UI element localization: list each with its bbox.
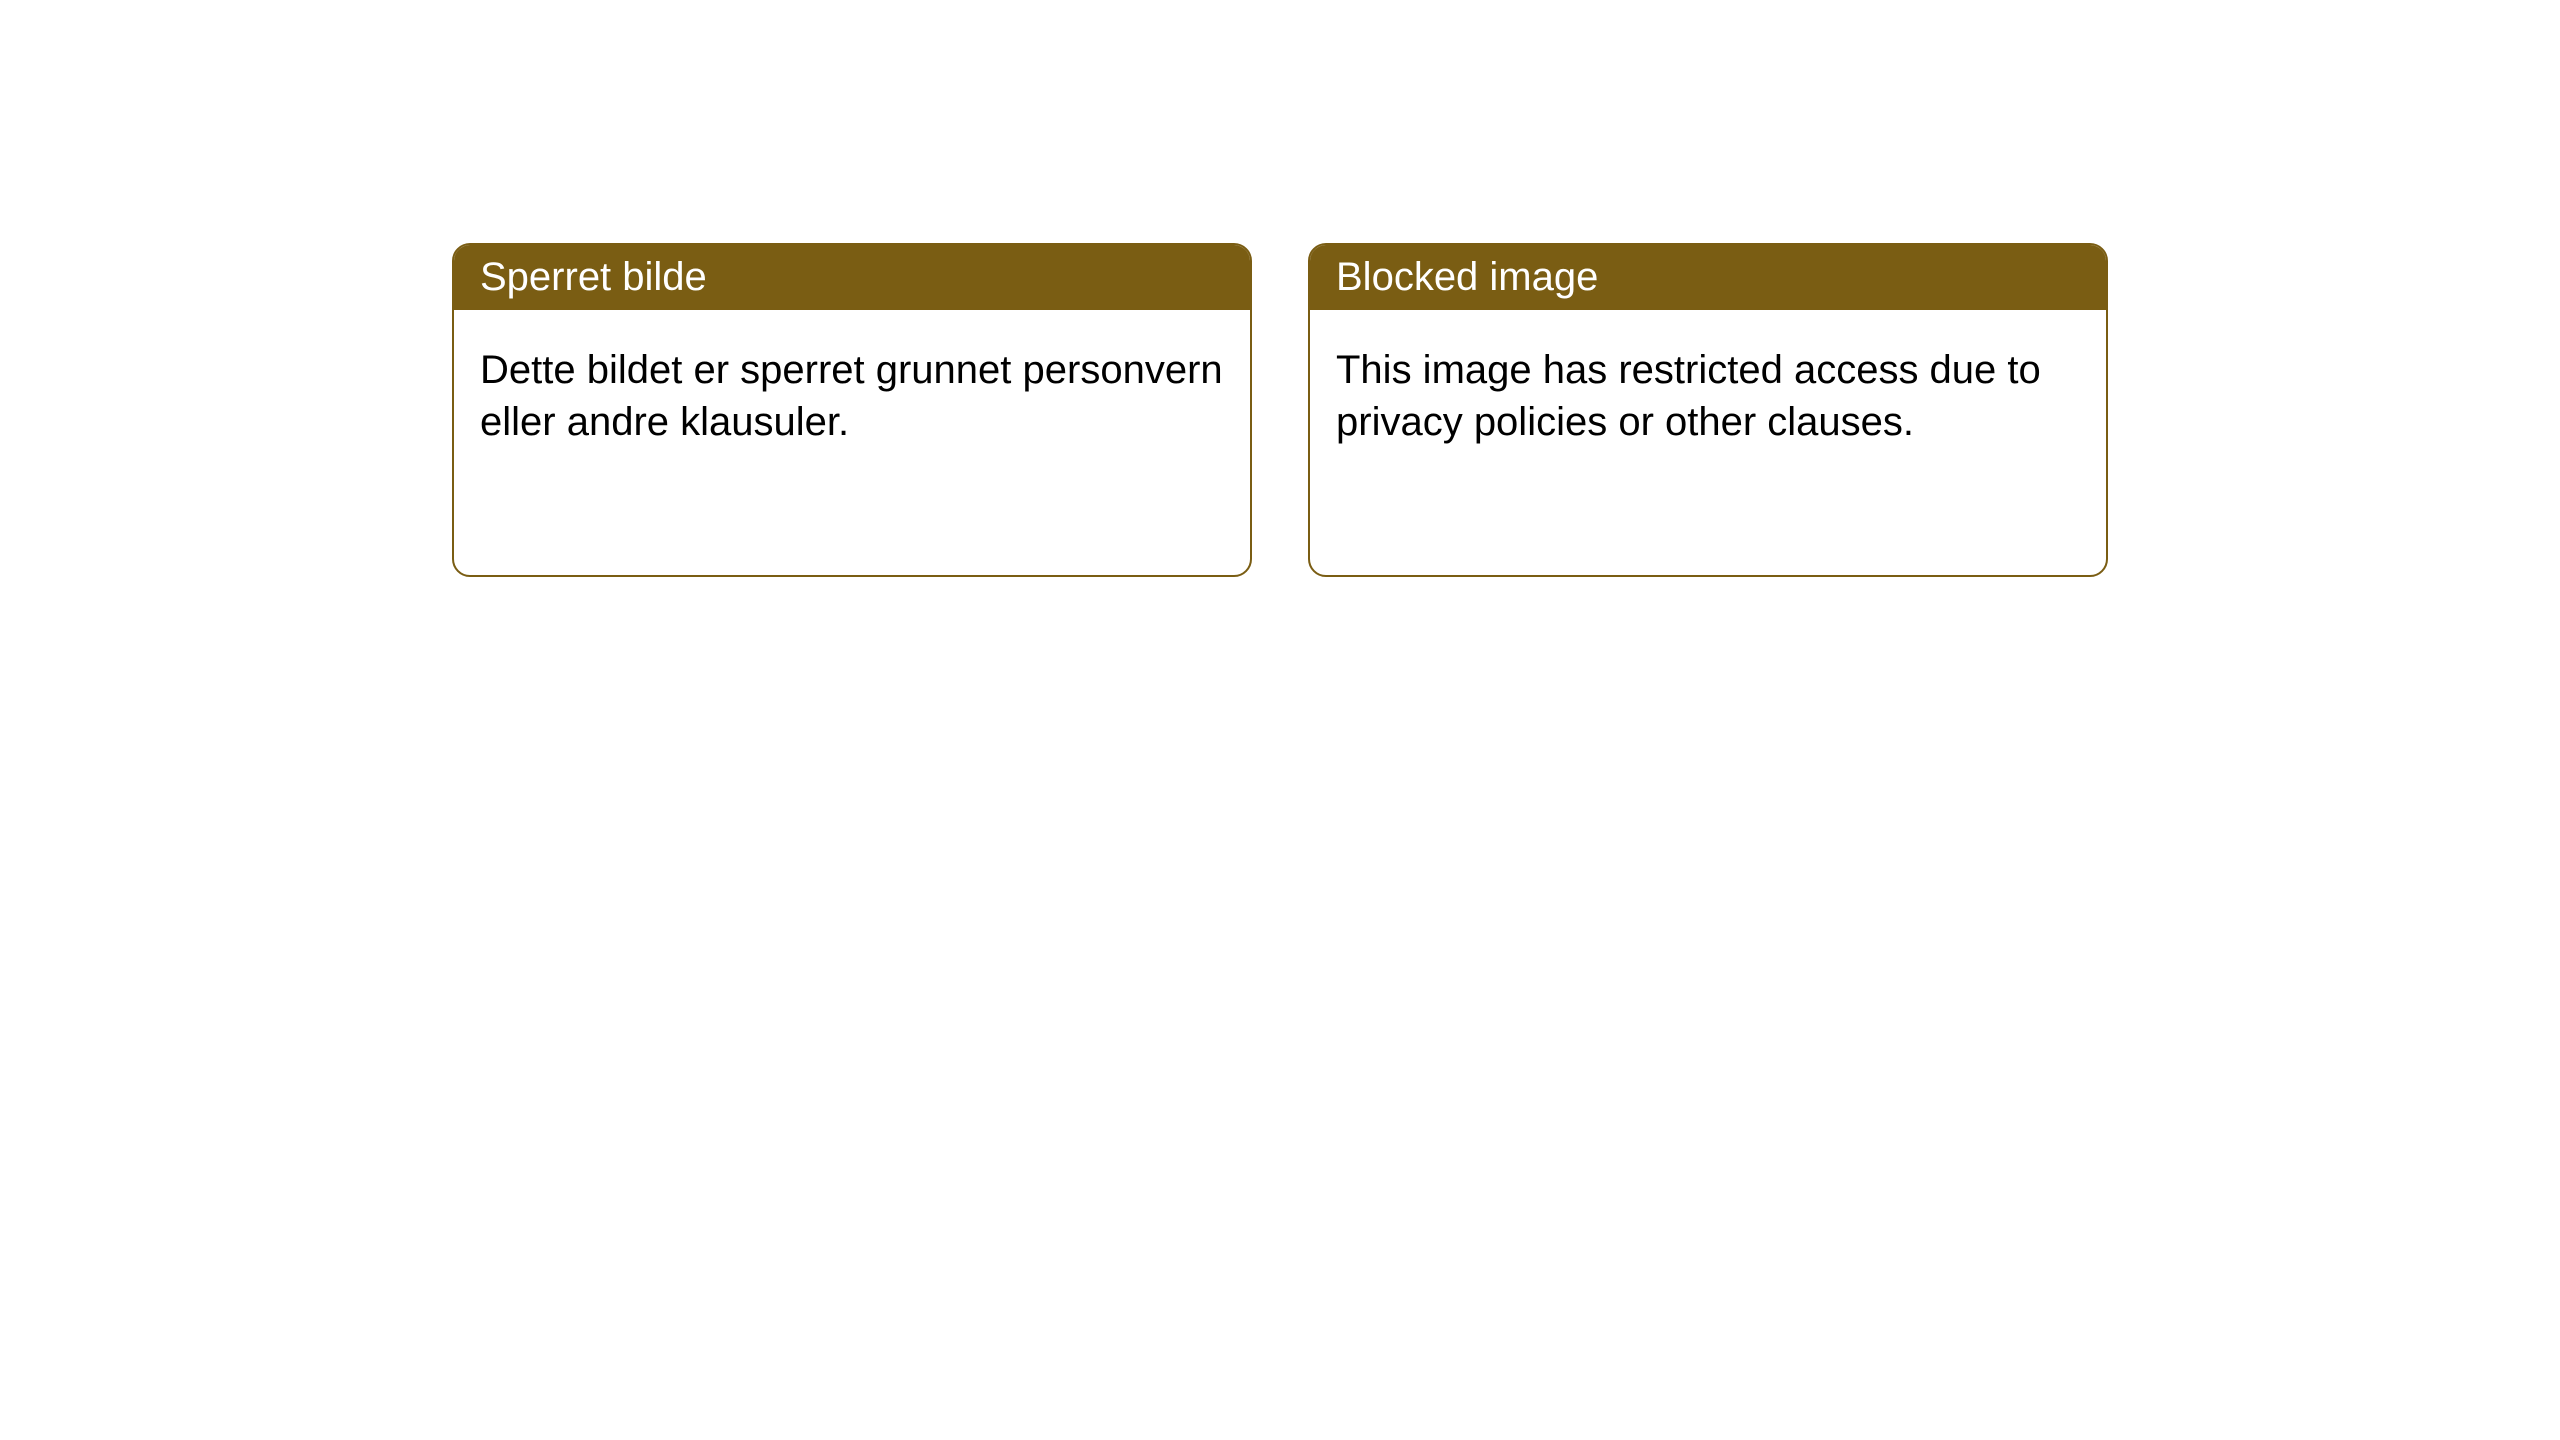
notice-container: Sperret bilde Dette bildet er sperret gr… <box>452 243 2108 577</box>
notice-card-english: Blocked image This image has restricted … <box>1308 243 2108 577</box>
notice-header: Sperret bilde <box>454 245 1250 310</box>
notice-body: This image has restricted access due to … <box>1310 310 2106 482</box>
notice-title: Sperret bilde <box>480 255 707 299</box>
notice-body-text: This image has restricted access due to … <box>1336 348 2041 444</box>
notice-title: Blocked image <box>1336 255 1598 299</box>
notice-header: Blocked image <box>1310 245 2106 310</box>
notice-card-norwegian: Sperret bilde Dette bildet er sperret gr… <box>452 243 1252 577</box>
notice-body: Dette bildet er sperret grunnet personve… <box>454 310 1250 482</box>
notice-body-text: Dette bildet er sperret grunnet personve… <box>480 348 1223 444</box>
